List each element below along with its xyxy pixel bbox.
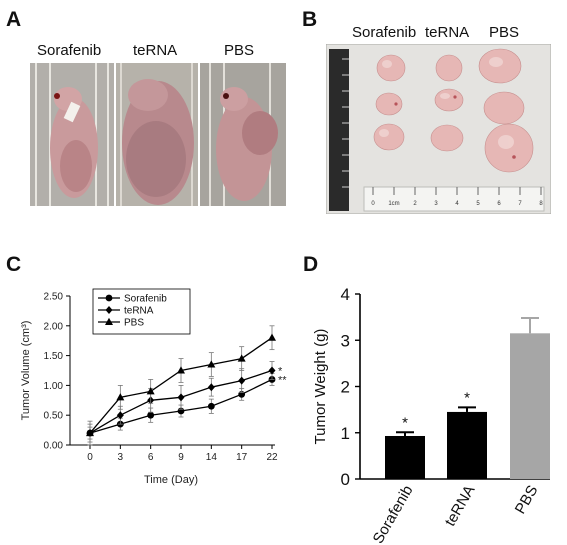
data-point bbox=[147, 411, 155, 419]
legend-label: teRNA bbox=[124, 306, 154, 317]
data-point bbox=[268, 333, 276, 341]
x-tick-label: 6 bbox=[148, 452, 154, 463]
mouse-photo-pbs bbox=[200, 63, 286, 206]
horizontal-ruler bbox=[363, 186, 545, 212]
y-axis-label: Tumor Volume (cm³) bbox=[20, 321, 32, 421]
y-tick-label: 2.50 bbox=[44, 292, 64, 303]
data-point bbox=[238, 376, 246, 385]
x-category-label: teRNA bbox=[442, 483, 479, 530]
tumor-volume-chart: 0.00 0.50 1.00 1.50 2.00 2.50 0 3 6 9 14 17 22 Time (… bbox=[20, 288, 287, 486]
x-category-label: PBS bbox=[512, 483, 542, 517]
significance-mark: * bbox=[464, 389, 470, 406]
panel-b-letter: B bbox=[302, 8, 318, 31]
data-point bbox=[207, 402, 215, 410]
ruler-label: 8 bbox=[539, 201, 543, 207]
y-tick-label: 2.00 bbox=[44, 321, 64, 332]
photo-a-label-sorafenib: Sorafenib bbox=[37, 42, 102, 59]
y-tick-label: 1 bbox=[341, 424, 350, 443]
x-tick-label: 14 bbox=[206, 452, 218, 463]
significance-mark: * bbox=[402, 414, 408, 431]
photo-b-label-sorafenib: Sorafenib bbox=[352, 24, 417, 41]
data-point bbox=[105, 294, 113, 302]
bar bbox=[385, 435, 425, 479]
data-point bbox=[116, 411, 124, 420]
panel-c-letter: C bbox=[6, 253, 22, 276]
data-point bbox=[268, 366, 276, 375]
bar bbox=[510, 333, 550, 479]
x-axis-label: Time (Day) bbox=[144, 474, 198, 486]
x-category-label: Sorafenib bbox=[370, 483, 417, 545]
data-point bbox=[207, 360, 216, 368]
data-point bbox=[105, 306, 113, 314]
bar bbox=[447, 411, 487, 479]
ruler-label: 5 bbox=[476, 201, 480, 207]
data-point bbox=[207, 383, 215, 392]
y-tick-label: 2 bbox=[341, 378, 350, 397]
panel-a-letter: A bbox=[6, 8, 22, 31]
ruler-label: 3 bbox=[434, 201, 438, 207]
y-tick-label: 1.50 bbox=[44, 351, 64, 362]
legend-label: PBS bbox=[124, 318, 144, 329]
data-point bbox=[177, 366, 185, 374]
y-tick-label: 0.00 bbox=[44, 441, 64, 452]
ruler-label: 2 bbox=[413, 201, 417, 207]
y-tick-label: 0 bbox=[341, 470, 350, 489]
tumor-weight-chart: 0 1 2 3 4 Tumor Weight (g) * Sorafenib * teRNA PBS bbox=[312, 285, 550, 545]
significance-mark: ** bbox=[278, 374, 287, 386]
ruler-label: 4 bbox=[455, 201, 459, 207]
y-axis-label: Tumor Weight (g) bbox=[312, 329, 329, 445]
significance-mark: * bbox=[278, 366, 283, 378]
panel-d-letter: D bbox=[303, 253, 319, 276]
ruler-label: 6 bbox=[497, 201, 501, 207]
ruler-label: 7 bbox=[518, 201, 522, 207]
photo-a-label-terna: teRNA bbox=[133, 42, 178, 59]
x-tick-label: 3 bbox=[118, 452, 124, 463]
mouse-photo-terna bbox=[116, 63, 198, 206]
x-tick-label: 0 bbox=[87, 452, 93, 463]
tumor-photo: 0 1cm 2 3 4 5 6 7 8 bbox=[326, 44, 551, 214]
data-point bbox=[86, 428, 94, 437]
y-tick-label: 4 bbox=[341, 285, 350, 304]
ruler-label: 1cm bbox=[388, 201, 399, 207]
legend-label: Sorafenib bbox=[124, 294, 167, 305]
x-tick-label: 22 bbox=[266, 452, 278, 463]
data-point bbox=[237, 354, 246, 362]
data-point bbox=[105, 317, 113, 325]
photo-b-label-terna: teRNA bbox=[425, 24, 470, 41]
ruler-label: 0 bbox=[371, 201, 375, 207]
y-tick-label: 0.50 bbox=[44, 411, 64, 422]
data-point bbox=[116, 393, 125, 401]
photo-a-label-pbs: PBS bbox=[224, 42, 255, 59]
data-point bbox=[177, 393, 185, 402]
data-point bbox=[146, 387, 155, 395]
x-tick-label: 17 bbox=[236, 452, 248, 463]
y-tick-label: 3 bbox=[341, 331, 350, 350]
x-tick-label: 9 bbox=[178, 452, 184, 463]
photo-b-label-pbs: PBS bbox=[489, 24, 520, 41]
y-tick-label: 1.00 bbox=[44, 381, 64, 392]
mouse-photo-sorafenib bbox=[30, 63, 114, 206]
